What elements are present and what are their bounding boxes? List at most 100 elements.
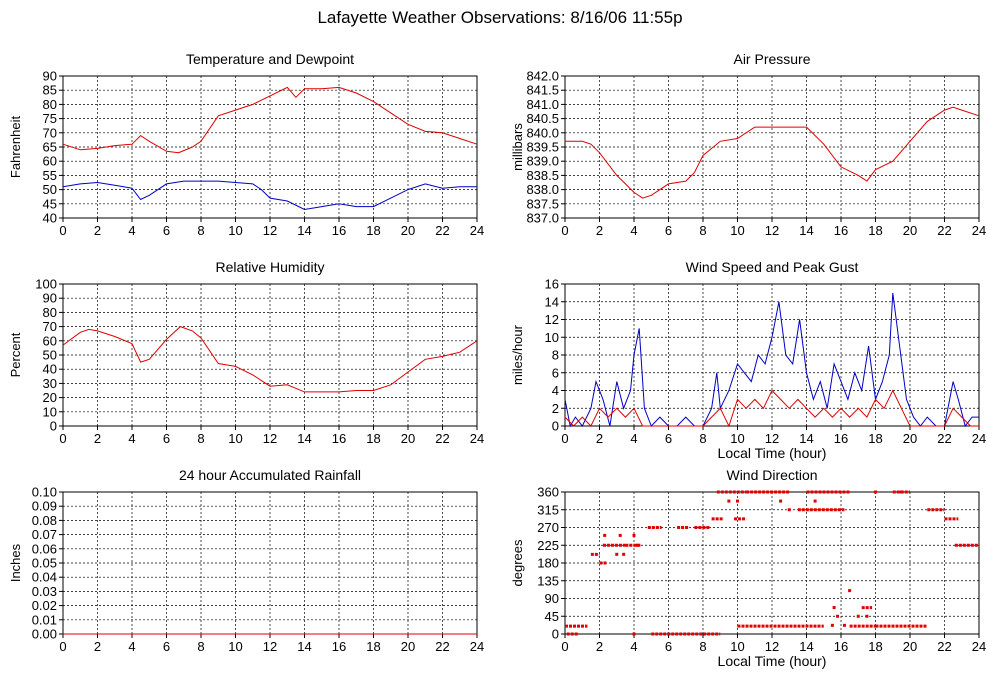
direction-point (842, 623, 846, 627)
x-tick-label: 6 (665, 639, 672, 654)
y-tick-label: 16 (545, 277, 559, 292)
x-tick-label: 16 (332, 223, 346, 238)
x-tick-label: 14 (799, 639, 813, 654)
x-tick-label: 24 (972, 639, 986, 654)
x-tick-label: 0 (561, 223, 568, 238)
x-tick-label: 8 (197, 639, 204, 654)
direction-point (603, 533, 607, 537)
y-tick-label: 180 (537, 556, 559, 571)
x-tick-label: 10 (228, 639, 242, 654)
y-tick-label: 90 (43, 291, 57, 306)
y-tick-label: 270 (537, 520, 559, 535)
x-tick-label: 20 (401, 639, 415, 654)
y-tick-label: 40 (43, 211, 57, 226)
x-tick-label: 14 (297, 223, 311, 238)
y-axis-label: miles/hour (510, 324, 525, 385)
x-axis-label: Local Time (hour) (718, 653, 827, 669)
series-line-0 (565, 106, 980, 199)
x-tick-label: 24 (972, 431, 986, 446)
y-tick-label: 841.0 (526, 97, 559, 112)
y-axis-label: millibars (510, 123, 525, 171)
y-tick-label: 75 (43, 111, 57, 126)
chart-title: Wind Direction (726, 467, 817, 483)
chart-temp: Temperature and Dewpoint4045505560657075… (8, 51, 484, 238)
x-tick-label: 18 (366, 223, 380, 238)
y-tick-label: 50 (43, 348, 57, 363)
x-tick-label: 6 (665, 431, 672, 446)
x-tick-label: 2 (596, 639, 603, 654)
plot-frame (62, 75, 478, 219)
y-tick-label: 0.04 (32, 570, 57, 585)
x-tick-label: 4 (630, 639, 637, 654)
y-tick-label: 837.5 (526, 196, 559, 211)
plot-frame (62, 283, 478, 427)
x-tick-label: 14 (297, 639, 311, 654)
x-tick-label: 8 (699, 223, 706, 238)
x-tick-label: 6 (163, 431, 170, 446)
y-tick-label: 10 (43, 404, 57, 419)
y-tick-label: 0 (552, 627, 559, 642)
y-tick-label: 0.05 (32, 556, 57, 571)
x-tick-label: 2 (94, 431, 101, 446)
y-tick-label: 360 (537, 485, 559, 500)
chart-rain: 24 hour Accumulated Rainfall 0.000.010.02… (8, 467, 484, 654)
x-tick-label: 22 (435, 223, 449, 238)
series-line-0 (62, 326, 478, 393)
y-tick-label: 20 (43, 390, 57, 405)
x-tick-label: 12 (263, 223, 277, 238)
y-tick-label: 85 (43, 83, 57, 98)
y-tick-label: 40 (43, 362, 57, 377)
y-tick-label: 90 (545, 591, 559, 606)
direction-point (830, 623, 834, 627)
direction-point (635, 543, 639, 547)
y-tick-label: 14 (545, 294, 559, 309)
y-tick-label: 0.09 (32, 499, 57, 514)
direction-point (813, 499, 817, 503)
x-tick-label: 2 (596, 223, 603, 238)
x-tick-label: 4 (128, 223, 135, 238)
x-tick-label: 10 (228, 223, 242, 238)
x-tick-label: 2 (94, 223, 101, 238)
x-tick-label: 22 (435, 431, 449, 446)
y-tick-label: 6 (552, 365, 559, 380)
y-tick-label: 838.5 (526, 168, 559, 183)
y-tick-label: 12 (545, 312, 559, 327)
chart-title: 24 hour Accumulated Rainfall (179, 467, 361, 483)
y-tick-label: 45 (43, 196, 57, 211)
y-tick-label: 100 (35, 277, 57, 292)
y-tick-label: 65 (43, 140, 57, 155)
x-tick-label: 18 (366, 639, 380, 654)
plot-frame (564, 75, 980, 219)
y-axis-label: Fahrenheit (8, 116, 23, 179)
y-tick-label: 70 (43, 125, 57, 140)
y-tick-label: 70 (43, 319, 57, 334)
y-tick-label: 60 (43, 333, 57, 348)
x-tick-label: 0 (59, 223, 66, 238)
x-tick-label: 2 (94, 639, 101, 654)
direction-point (615, 552, 619, 556)
y-tick-label: 315 (537, 502, 559, 517)
direction-point (736, 499, 739, 503)
x-tick-label: 8 (699, 431, 706, 446)
y-tick-label: 90 (43, 69, 57, 84)
y-tick-label: 0.03 (32, 584, 57, 599)
x-tick-label: 10 (730, 431, 744, 446)
x-tick-label: 10 (730, 223, 744, 238)
y-tick-label: 45 (545, 609, 559, 624)
direction-point (632, 533, 636, 537)
y-tick-label: 840.0 (526, 125, 559, 140)
y-tick-label: 840.5 (526, 111, 559, 126)
chart-title: Relative Humidity (216, 259, 325, 275)
chart-title: Air Pressure (733, 51, 810, 67)
x-tick-label: 12 (765, 223, 779, 238)
y-tick-label: 50 (43, 182, 57, 197)
x-tick-label: 12 (765, 639, 779, 654)
x-tick-label: 12 (263, 431, 277, 446)
y-tick-label: 135 (537, 573, 559, 588)
y-axis-label: Percent (8, 332, 23, 377)
x-tick-label: 24 (470, 431, 484, 446)
direction-point (856, 614, 860, 618)
series-line-1 (62, 180, 477, 211)
direction-point (832, 606, 836, 610)
